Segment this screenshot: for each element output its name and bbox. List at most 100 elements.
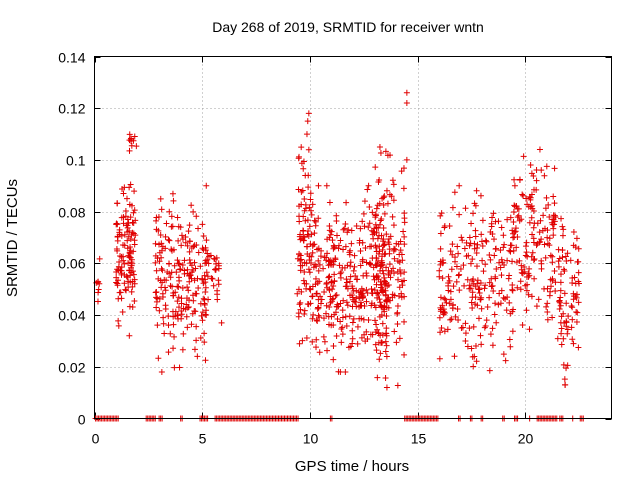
data-point [360,210,367,217]
data-point [333,292,340,299]
data-point [115,295,122,302]
data-point [294,255,301,262]
data-point [333,212,340,219]
data-point [550,225,557,232]
data-point [344,302,351,309]
data-point [315,245,322,252]
data-point [179,346,186,353]
data-point [511,176,518,183]
data-point [375,250,382,257]
data-point [300,213,307,220]
data-point [387,297,394,304]
data-point [533,242,540,249]
data-point [166,237,173,244]
data-point [303,131,310,138]
data-point [179,284,186,291]
data-point [395,276,402,283]
data-point [441,224,448,231]
data-point [316,349,323,356]
data-point [302,172,309,179]
data-point [551,221,558,228]
data-point [383,325,390,332]
data-point [372,341,379,348]
data-point [498,272,505,279]
data-point [160,314,167,321]
data-point [530,208,537,215]
data-point [557,287,564,294]
data-point [481,324,488,331]
data-point [326,222,333,229]
data-point [398,251,405,258]
data-point [120,253,127,260]
data-point [528,214,535,221]
data-point [203,182,210,189]
data-point [554,335,561,342]
data-point [349,283,356,290]
data-point [575,299,582,306]
data-point [163,220,170,227]
data-point [306,204,313,211]
data-point [462,330,469,337]
data-point [366,243,373,250]
data-point [328,298,335,305]
data-point [178,315,185,322]
data-point [366,260,373,267]
data-point [204,250,211,257]
data-point [464,343,471,350]
data-point [486,294,493,301]
data-point [378,215,385,222]
data-point [519,191,526,198]
data-point [132,217,139,224]
data-point [530,257,537,264]
data-point [514,284,521,291]
data-point [559,223,566,230]
data-point [158,240,165,247]
data-point [212,266,219,273]
data-point [575,278,582,285]
data-point [401,351,408,358]
data-point [332,292,339,299]
data-point [398,168,405,175]
data-point [295,155,302,162]
data-point [169,283,176,290]
data-point [438,210,445,217]
data-point [323,302,330,309]
data-point [441,295,448,302]
data-point [557,279,564,286]
data-point [384,200,391,207]
data-point [379,320,386,327]
data-point [347,263,354,270]
data-point [456,287,463,294]
data-point [172,313,179,320]
data-point [530,173,537,180]
data-point [302,217,309,224]
data-point [306,223,313,230]
data-point [551,212,558,219]
data-point [472,301,479,308]
data-point [300,233,307,240]
data-point [544,300,551,307]
data-point [487,331,494,338]
data-point [355,288,362,295]
data-point [474,241,481,248]
data-point [507,310,514,317]
data-point [472,343,479,350]
data-point [400,228,407,235]
data-point [448,316,455,323]
data-point [306,256,313,263]
data-point [383,231,390,238]
data-point [377,350,384,357]
data-point [397,247,404,254]
data-point [129,303,136,310]
data-point [349,335,356,342]
data-point [489,230,496,237]
data-point [452,258,459,265]
data-point [127,272,134,279]
data-point [558,330,565,337]
data-point [489,342,496,349]
data-point [202,357,209,364]
data-point [326,199,333,206]
data-point [338,325,345,332]
data-point [473,187,480,194]
data-point [185,287,192,294]
